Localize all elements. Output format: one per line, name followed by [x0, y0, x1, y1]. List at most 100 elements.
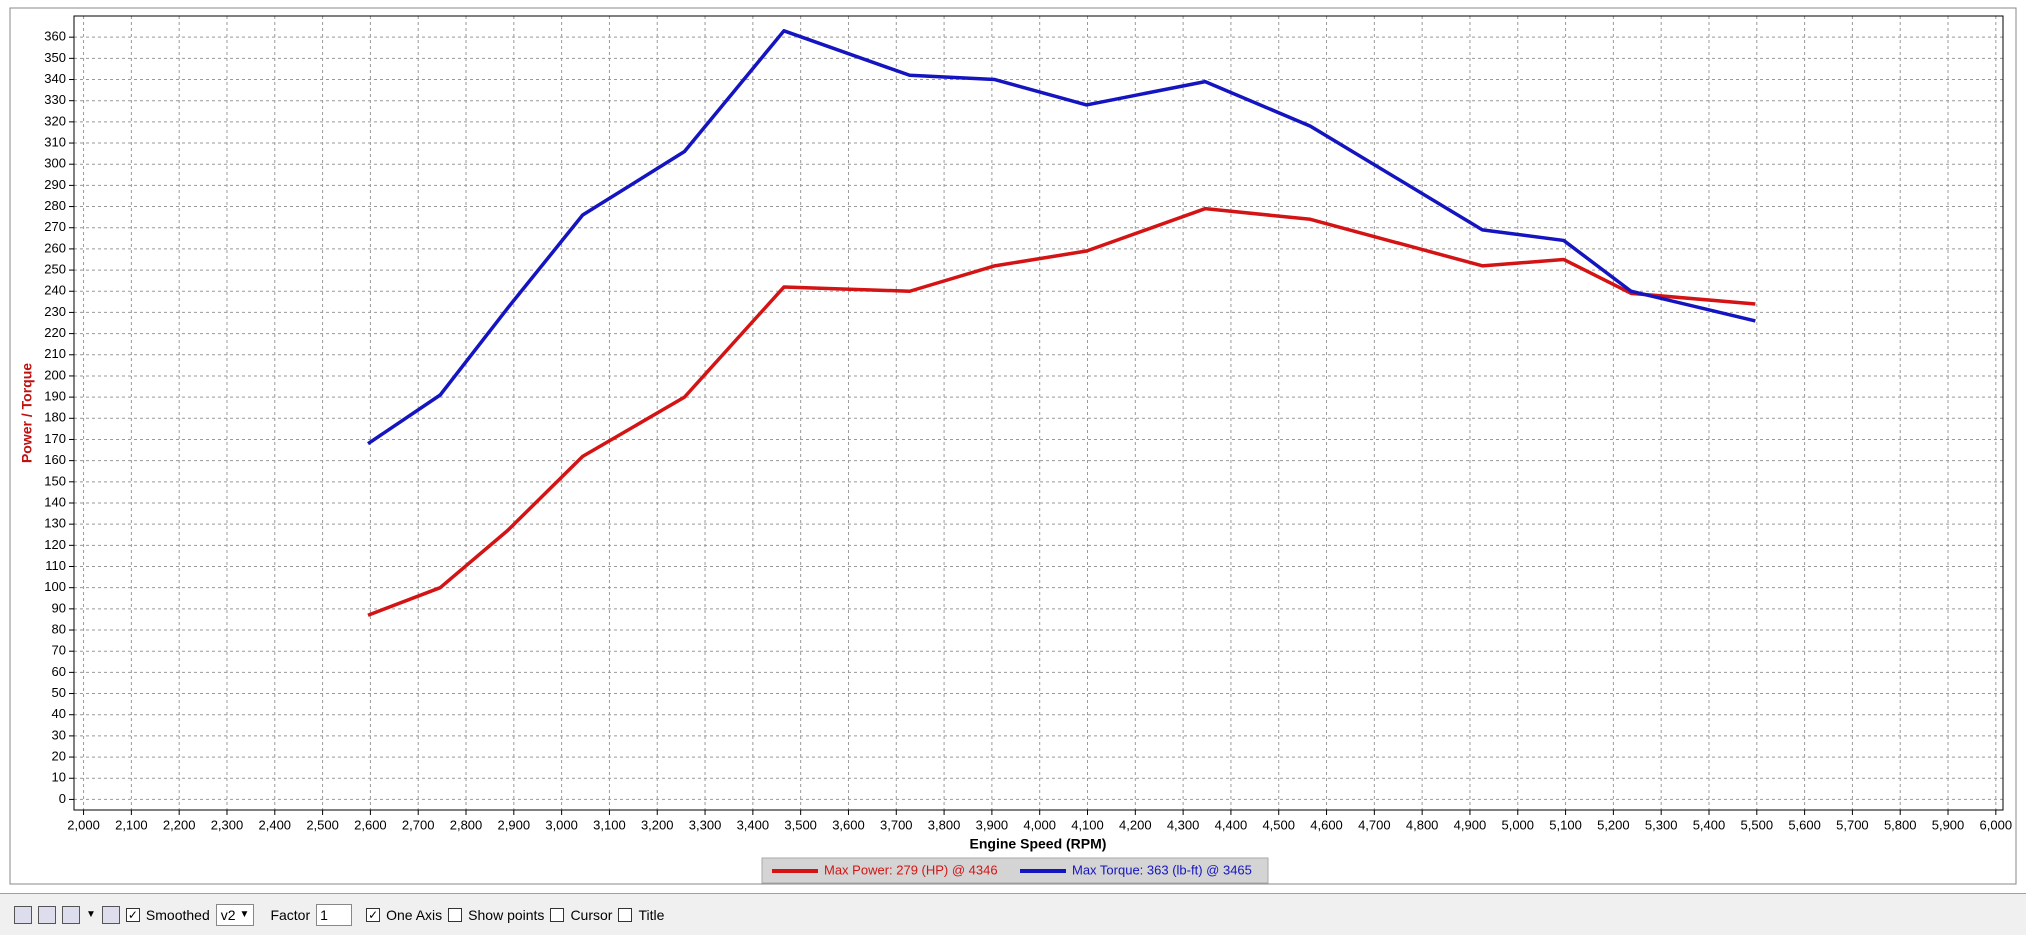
- x-tick-label: 5,700: [1836, 817, 1869, 832]
- y-tick-label: 350: [44, 50, 66, 65]
- y-tick-label: 230: [44, 304, 66, 319]
- y-tick-label: 150: [44, 473, 66, 488]
- y-tick-label: 0: [59, 791, 66, 806]
- x-tick-label: 4,600: [1310, 817, 1343, 832]
- y-tick-label: 50: [52, 685, 66, 700]
- y-tick-label: 70: [52, 643, 66, 658]
- y-tick-label: 120: [44, 537, 66, 552]
- y-tick-label: 180: [44, 410, 66, 425]
- y-tick-label: 40: [52, 706, 66, 721]
- version-select[interactable]: v2 ▼: [215, 903, 255, 926]
- x-tick-label: 2,600: [354, 817, 387, 832]
- x-tick-label: 3,500: [784, 817, 817, 832]
- x-tick-label: 2,900: [498, 817, 531, 832]
- x-tick-label: 3,300: [689, 817, 722, 832]
- y-tick-label: 160: [44, 452, 66, 467]
- save-icon[interactable]: [14, 905, 32, 924]
- copy-icon[interactable]: [38, 905, 56, 924]
- y-tick-label: 90: [52, 600, 66, 615]
- toolbar: ▼ ✓ Smoothed v2 ▼ Factor 1 ✓ One Axis Sho…: [0, 893, 2026, 935]
- legend-label: Max Torque: 363 (lb-ft) @ 3465: [1072, 862, 1252, 877]
- x-tick-label: 5,400: [1693, 817, 1726, 832]
- y-tick-label: 130: [44, 516, 66, 531]
- smoothed-checkbox[interactable]: ✓: [125, 907, 140, 922]
- y-tick-label: 30: [52, 727, 66, 742]
- x-tick-label: 5,300: [1645, 817, 1678, 832]
- show-points-checkbox[interactable]: [448, 907, 463, 922]
- x-tick-label: 5,200: [1597, 817, 1630, 832]
- x-tick-label: 5,000: [1501, 817, 1534, 832]
- y-tick-label: 360: [44, 29, 66, 44]
- x-tick-label: 3,200: [641, 817, 674, 832]
- x-tick-label: 6,000: [1980, 817, 2013, 832]
- y-tick-label: 270: [44, 219, 66, 234]
- x-tick-label: 3,100: [593, 817, 626, 832]
- x-tick-label: 2,000: [67, 817, 100, 832]
- x-tick-label: 4,400: [1215, 817, 1248, 832]
- legend-label: Max Power: 279 (HP) @ 4346: [824, 862, 998, 877]
- x-tick-label: 3,700: [880, 817, 913, 832]
- factor-input[interactable]: 1: [316, 903, 353, 926]
- y-tick-label: 190: [44, 389, 66, 404]
- y-tick-label: 140: [44, 494, 66, 509]
- x-tick-label: 4,900: [1454, 817, 1487, 832]
- y-tick-label: 340: [44, 71, 66, 86]
- x-tick-label: 2,800: [450, 817, 483, 832]
- version-value: v2: [220, 906, 236, 923]
- one-axis-label: One Axis: [386, 906, 443, 923]
- series-line: [367, 206, 1756, 617]
- x-tick-label: 4,100: [1071, 817, 1104, 832]
- x-tick-label: 5,100: [1549, 817, 1582, 832]
- y-tick-label: 280: [44, 198, 66, 213]
- y-tick-label: 300: [44, 156, 66, 171]
- x-tick-label: 2,700: [402, 817, 435, 832]
- title-label: Title: [638, 906, 665, 923]
- y-tick-label: 330: [44, 92, 66, 107]
- x-tick-label: 5,900: [1932, 817, 1965, 832]
- x-axis-title: Engine Speed (RPM): [970, 836, 1107, 852]
- x-tick-label: 4,500: [1262, 817, 1295, 832]
- y-tick-label: 100: [44, 579, 66, 594]
- y-tick-label: 290: [44, 177, 66, 192]
- x-tick-label: 2,200: [163, 817, 196, 832]
- x-tick-label: 4,700: [1358, 817, 1391, 832]
- x-tick-label: 5,600: [1788, 817, 1821, 832]
- y-axis-title: Power / Torque: [19, 363, 35, 463]
- show-points-label: Show points: [468, 906, 545, 923]
- x-tick-label: 4,800: [1406, 817, 1439, 832]
- one-axis-checkbox[interactable]: ✓: [366, 907, 381, 922]
- y-tick-label: 220: [44, 325, 66, 340]
- y-tick-label: 20: [52, 749, 66, 764]
- x-tick-label: 3,600: [832, 817, 865, 832]
- title-checkbox[interactable]: [618, 907, 633, 922]
- x-tick-label: 4,000: [1023, 817, 1056, 832]
- chart: Engine Speed (RPM) Power / Torque 0 10 20 3…: [9, 7, 2017, 885]
- chart-frame: [9, 7, 2017, 885]
- y-tick-label: 240: [44, 283, 66, 298]
- y-tick-label: 200: [44, 367, 66, 382]
- y-tick-label: 170: [44, 431, 66, 446]
- y-tick-label: 10: [52, 770, 66, 785]
- x-tick-label: 2,400: [259, 817, 292, 832]
- x-tick-label: 5,500: [1741, 817, 1774, 832]
- legend-box: [761, 857, 1269, 884]
- dropdown-arrow[interactable]: ▼: [86, 909, 96, 920]
- export-icon[interactable]: [101, 905, 120, 924]
- y-tick-label: 250: [44, 262, 66, 277]
- cursor-checkbox[interactable]: [550, 907, 565, 922]
- y-tick-label: 60: [52, 664, 66, 679]
- plot-border: [73, 15, 2004, 811]
- chart-icon[interactable]: [62, 905, 80, 924]
- x-tick-label: 3,800: [928, 817, 961, 832]
- series-line: [367, 29, 1756, 446]
- y-tick-label: 210: [44, 346, 66, 361]
- cursor-label: Cursor: [570, 906, 613, 923]
- y-tick-label: 80: [52, 621, 66, 636]
- y-tick-label: 320: [44, 113, 66, 128]
- factor-label: Factor: [270, 906, 311, 923]
- x-tick-label: 3,400: [737, 817, 770, 832]
- x-tick-label: 3,900: [976, 817, 1009, 832]
- x-tick-label: 4,200: [1119, 817, 1152, 832]
- y-tick-label: 310: [44, 134, 66, 149]
- x-tick-label: 4,300: [1167, 817, 1200, 832]
